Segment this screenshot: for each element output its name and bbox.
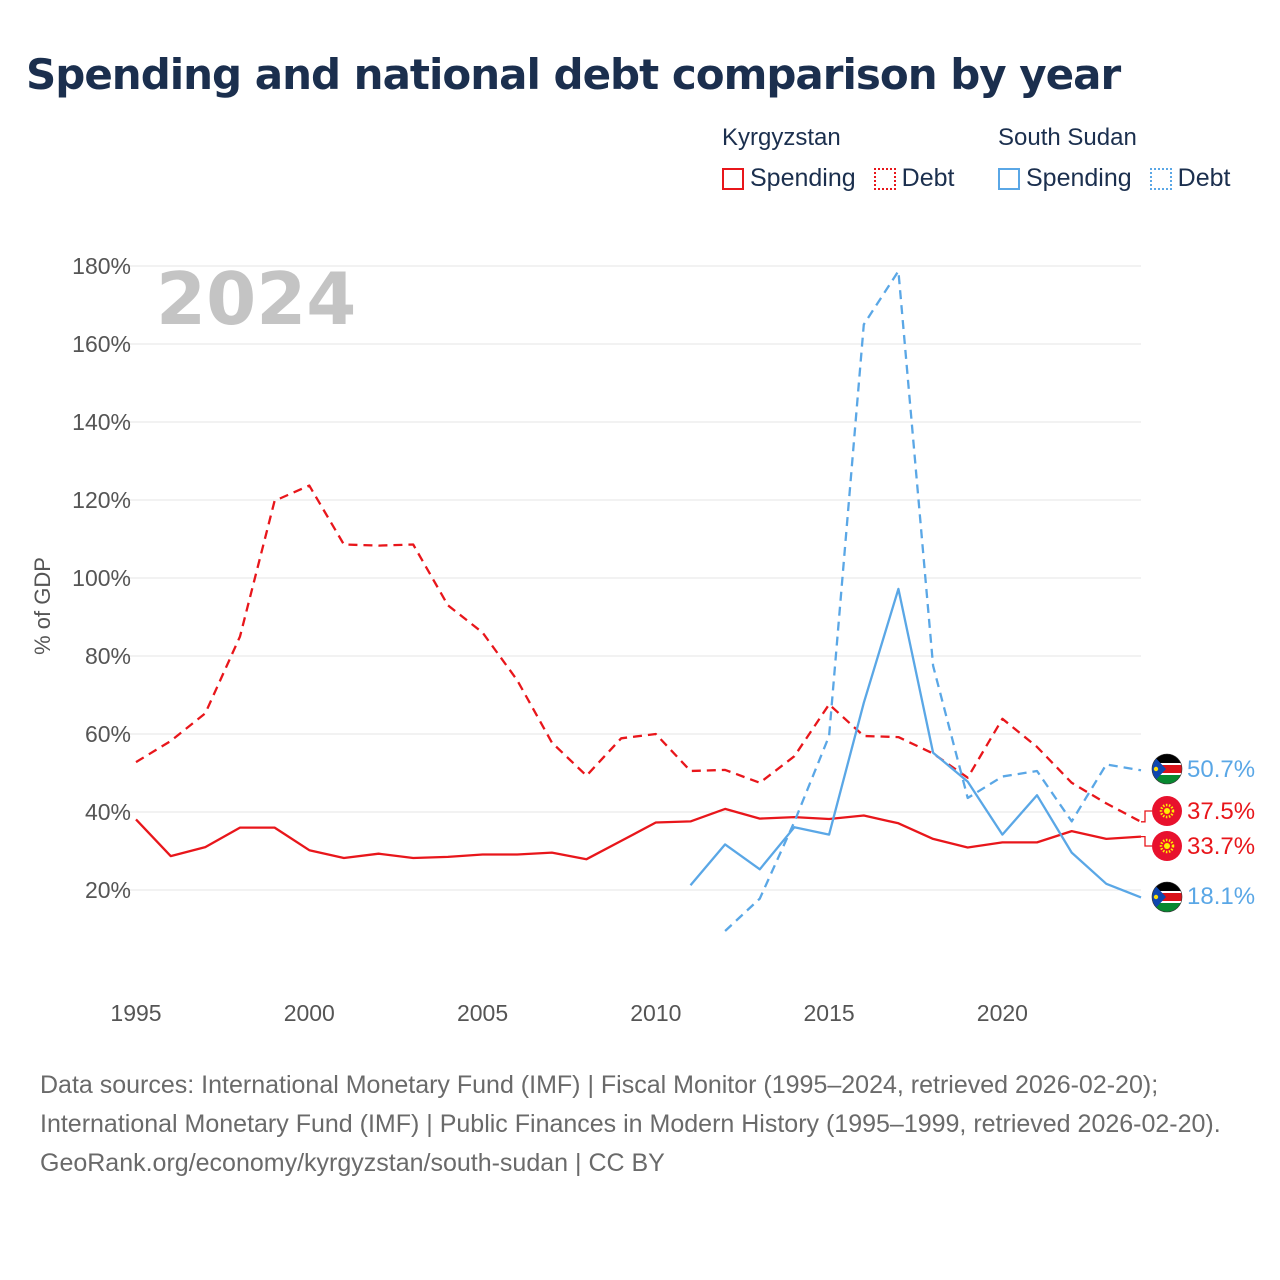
end-label-connectors (1141, 810, 1152, 847)
y-tick-label: 40% (85, 799, 131, 825)
series-line-kyrgyzstan-spending[interactable] (135, 807, 1142, 861)
series-line-south-sudan-spending[interactable] (689, 587, 1142, 899)
y-tick-label: 100% (72, 565, 131, 591)
y-axis-label: % of GDP (30, 557, 55, 655)
kyrgyzstan-flag-icon (1152, 831, 1182, 861)
legend-item-south-sudan-debt[interactable]: Debt (1149, 164, 1231, 193)
legend-country-label: South Sudan (998, 124, 1137, 151)
legend-item-label: Spending (1026, 164, 1132, 192)
legend-kyrgyzstan: Kyrgyzstan Spending Debt (722, 124, 972, 193)
legend-south-sudan: South Sudan Spending Debt (998, 124, 1248, 193)
legend-country-label: Kyrgyzstan (722, 124, 841, 151)
chart-title: Spending and national debt comparison by… (26, 50, 1121, 99)
x-tick-label: 2010 (630, 1000, 681, 1026)
data-sources-text: Data sources: International Monetary Fun… (40, 1071, 1221, 1138)
series-line-south-sudan-debt[interactable] (724, 269, 1142, 932)
connector-kyrgyzstan-debt (1141, 810, 1152, 823)
south-sudan-flag-icon (1152, 882, 1182, 912)
footer: Data sources: International Monetary Fun… (40, 1066, 1240, 1183)
legend-item-label: Spending (750, 164, 856, 192)
connector-kyrgyzstan-spending (1141, 835, 1152, 847)
end-label-kyrgyzstan-spending: 33.7% (1187, 833, 1255, 860)
series-lines (135, 269, 1142, 932)
y-tick-label: 160% (72, 331, 131, 357)
line-chart: 20% 40% 60% 80% 100% 120% 140% 160% 180% 1995 200… (30, 253, 1255, 1026)
y-tick-label: 120% (72, 487, 131, 513)
x-tick-label: 1995 (110, 1000, 161, 1026)
solid-line-swatch-icon (998, 167, 1020, 190)
y-tick-label: 20% (85, 877, 131, 903)
end-label-south-sudan-spending: 18.1% (1187, 883, 1255, 910)
y-tick-label: 140% (72, 409, 131, 435)
x-tick-label: 2000 (284, 1000, 335, 1026)
legend-item-south-sudan-spending[interactable]: Spending (998, 164, 1132, 193)
legend-item-kyrgyzstan-spending[interactable]: Spending (722, 164, 856, 193)
year-watermark: 2024 (156, 257, 356, 341)
y-tick-label: 80% (85, 643, 131, 669)
legend-item-label: Debt (901, 164, 955, 192)
kyrgyzstan-flag-icon (1152, 796, 1182, 826)
dotted-line-swatch-icon (1149, 167, 1172, 190)
y-tick-label: 60% (85, 721, 131, 747)
gridlines (110, 265, 1141, 891)
x-axis-ticks: 1995 2000 2005 2010 2015 2020 (110, 1000, 1028, 1026)
end-label-kyrgyzstan-debt: 37.5% (1187, 798, 1255, 825)
x-tick-label: 2005 (457, 1000, 508, 1026)
legend-item-kyrgyzstan-debt[interactable]: Debt (873, 164, 955, 193)
y-tick-label: 180% (72, 253, 131, 279)
legend-item-label: Debt (1177, 164, 1231, 192)
y-axis-ticks: 20% 40% 60% 80% 100% 120% 140% 160% 180% (72, 253, 131, 903)
x-tick-label: 2020 (977, 1000, 1028, 1026)
solid-line-swatch-icon (722, 167, 744, 190)
end-label-south-sudan-debt: 50.7% (1187, 756, 1255, 783)
attribution-link[interactable]: GeoRank.org/economy/kyrgyzstan/south-sud… (40, 1149, 665, 1177)
dotted-line-swatch-icon (873, 167, 896, 190)
series-line-kyrgyzstan-debt[interactable] (135, 484, 1142, 823)
south-sudan-flag-icon (1152, 754, 1182, 784)
x-tick-label: 2015 (804, 1000, 855, 1026)
